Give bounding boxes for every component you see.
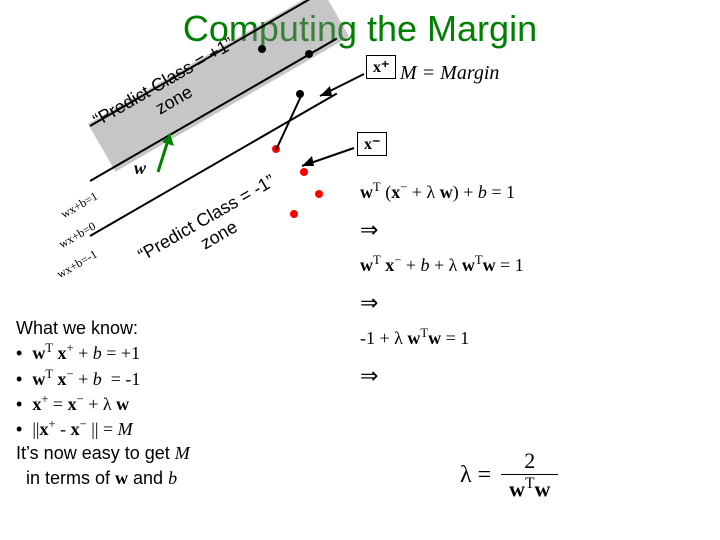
known-3: • x+ = x− + λ w [16, 391, 190, 416]
svm-point [300, 168, 308, 176]
implies-3: ⇒ [360, 363, 710, 389]
x-minus-box: x⁻ [357, 132, 387, 156]
boundary-label-m1: wx+b=-1 [54, 247, 100, 282]
x-plus-pointer [318, 72, 366, 100]
svm-point [305, 50, 313, 58]
svm-point [290, 210, 298, 218]
known-1: • wT x+ + b = +1 [16, 340, 190, 365]
what-we-know: What we know: • wT x+ + b = +1 • wT x− +… [16, 316, 190, 490]
deriv-line-1: wT (x− + λ w) + b = 1 [360, 180, 710, 203]
known-footer-1: It’s now easy to get M [16, 441, 190, 465]
implies-1: ⇒ [360, 217, 710, 243]
deriv-line-2: wT x− + b + λ wTw = 1 [360, 253, 710, 276]
margin-definition-text: M = Margin [400, 62, 499, 84]
deriv-line-3: -1 + λ wTw = 1 [360, 326, 710, 349]
x-plus-box: x⁺ [366, 55, 396, 79]
lambda-lhs: λ = [460, 462, 497, 489]
known-footer-2: in terms of w and b [16, 466, 190, 490]
margin-definition: M = Margin [400, 62, 710, 99]
slide-title: Computing the Margin [0, 0, 720, 50]
derivation-block: wT (x− + λ w) + b = 1 ⇒ wT x− + b + λ wT… [360, 180, 710, 399]
known-4: • ||x+ - x− || = M [16, 416, 190, 441]
lambda-numerator: 2 [501, 448, 558, 475]
x-minus-text: x⁻ [364, 136, 380, 153]
implies-2: ⇒ [360, 290, 710, 316]
boundary-label-1: wx+b=1 [58, 189, 100, 222]
x-plus-text: x⁺ [373, 59, 389, 76]
margin-width-line [274, 90, 320, 160]
svm-point [258, 45, 266, 53]
svm-diagram: “Predict Class = +1” zone “Predict Class… [60, 60, 380, 320]
w-vector-arrow [152, 130, 182, 180]
lambda-fraction: 2 wTw [501, 448, 558, 502]
lambda-equation: λ = 2 wTw [460, 448, 558, 502]
known-heading: What we know: [16, 316, 190, 340]
known-2: • wT x− + b = -1 [16, 366, 190, 391]
class-minus-label: “Predict Class = -1” zone [135, 171, 290, 285]
lambda-denominator: wTw [501, 475, 558, 502]
svm-point [315, 190, 323, 198]
w-vector-label: w [134, 158, 146, 179]
